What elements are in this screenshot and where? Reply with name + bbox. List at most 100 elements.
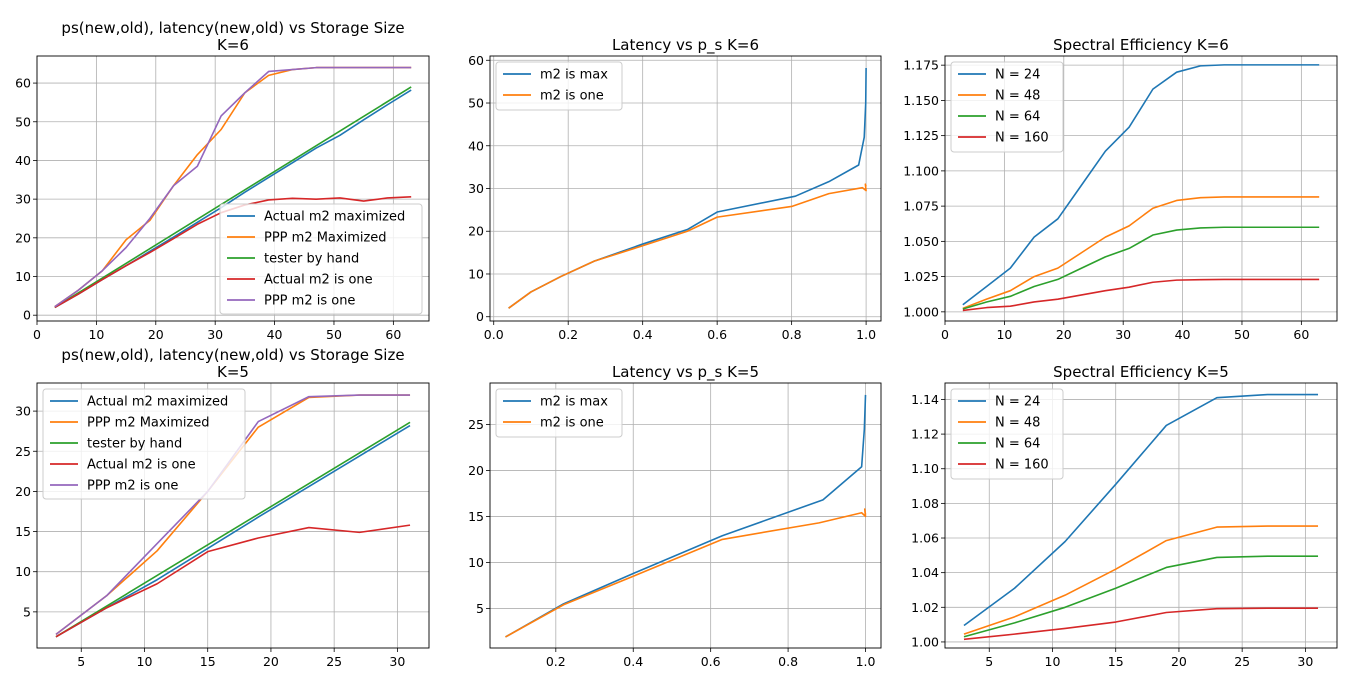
legend-box — [950, 388, 1064, 480]
x-tick-label: 20 — [1171, 654, 1187, 669]
y-tick-label: 25 — [468, 417, 484, 432]
y-tick-label: 60 — [468, 53, 484, 68]
x-tick-label: 0.6 — [707, 327, 727, 342]
legend: N = 24 N = 48 N = 64 N = 160 — [950, 388, 1064, 480]
y-tick-label: 10 — [468, 555, 484, 570]
x-tick-label: 0 — [33, 327, 41, 342]
chart-3: 0 10 20 30 40 50 60 1.000 1.025 1.050 1.075 1.100 1.… — [903, 36, 1338, 342]
y-tick-label: 60 — [15, 76, 31, 91]
y-tick-label: 1.125 — [903, 128, 939, 143]
series-line-2 — [963, 525, 1319, 635]
y-tick-label: 10 — [468, 266, 484, 281]
y-tick-label: 50 — [468, 96, 484, 111]
axes-frame — [489, 382, 882, 649]
y-tick-label: 0 — [476, 309, 484, 324]
x-tick-label: 15 — [200, 654, 216, 669]
legend-label: Actual m2 maximized — [87, 395, 228, 410]
x-tick-label: 0.8 — [778, 654, 798, 669]
y-tick-label: 30 — [15, 404, 31, 419]
y-tick-label: 20 — [468, 224, 484, 239]
series-line-4 — [963, 607, 1319, 641]
x-tick-label: 5 — [77, 654, 85, 669]
legend-box — [42, 388, 246, 500]
y-tick-label: 50 — [15, 114, 31, 129]
y-tick-label: 1.08 — [911, 496, 939, 511]
series-line-4 — [55, 524, 411, 638]
legend-label: PPP m2 Maximized — [264, 231, 387, 246]
x-tick-label: 10 — [996, 327, 1012, 342]
legend-label: tester by hand — [264, 252, 359, 267]
x-tick-label: 10 — [137, 654, 153, 669]
y-tick-label: 20 — [468, 463, 484, 478]
legend-label: N = 48 — [995, 89, 1040, 104]
legend-label: Actual m2 is one — [87, 458, 196, 473]
y-tick-label: 30 — [15, 192, 31, 207]
axes-frame — [944, 55, 1338, 322]
x-tick-label: 0.0 — [484, 327, 504, 342]
y-tick-label: 40 — [15, 153, 31, 168]
legend: Actual m2 maximized PPP m2 Maximized teste… — [42, 388, 246, 500]
series-line-4 — [962, 278, 1320, 312]
legend: m2 is max m2 is one — [495, 61, 623, 111]
x-tick-label: 25 — [1234, 654, 1250, 669]
y-tick-label: 1.075 — [903, 199, 939, 214]
legend-label: m2 is max — [540, 68, 608, 83]
series-line-2 — [505, 508, 867, 638]
legend-label: N = 64 — [995, 110, 1040, 125]
x-tick-label: 1.0 — [856, 654, 876, 669]
x-tick-label: 25 — [326, 654, 342, 669]
legend-label: PPP m2 is one — [87, 479, 178, 494]
y-tick-label: 20 — [15, 230, 31, 245]
legend-label: PPP m2 is one — [264, 294, 355, 309]
x-tick-label: 0.4 — [623, 654, 643, 669]
x-tick-label: 30 — [389, 654, 405, 669]
y-tick-label: 25 — [15, 444, 31, 459]
legend-box — [219, 203, 423, 315]
y-tick-label: 10 — [15, 269, 31, 284]
y-tick-label: 15 — [468, 509, 484, 524]
chart-title: ps(new,old), latency(new,old) vs Storage… — [61, 346, 404, 381]
x-tick-label: 40 — [267, 327, 283, 342]
x-tick-label: 60 — [385, 327, 401, 342]
x-tick-label: 0.2 — [558, 327, 578, 342]
x-tick-label: 20 — [263, 654, 279, 669]
legend: m2 is max m2 is one — [495, 388, 623, 438]
y-tick-label: 1.175 — [903, 58, 939, 73]
y-tick-label: 10 — [15, 564, 31, 579]
y-tick-label: 0 — [23, 308, 31, 323]
x-tick-label: 0 — [941, 327, 949, 342]
legend-label: N = 64 — [995, 437, 1040, 452]
legend-label: m2 is one — [540, 89, 604, 104]
series-line-3 — [963, 555, 1319, 638]
legend-label: Actual m2 is one — [264, 273, 373, 288]
x-tick-label: 0.8 — [782, 327, 802, 342]
series-line-1 — [505, 394, 867, 638]
legend-label: Actual m2 maximized — [264, 210, 405, 225]
series-line-2 — [508, 183, 867, 309]
y-tick-label: 1.000 — [903, 304, 939, 319]
y-tick-label: 1.100 — [903, 163, 939, 178]
series-line-1 — [963, 393, 1319, 627]
series-line-2 — [962, 196, 1320, 310]
y-tick-label: 30 — [468, 181, 484, 196]
y-tick-label: 5 — [476, 601, 484, 616]
x-tick-label: 30 — [207, 327, 223, 342]
chart-title: ps(new,old), latency(new,old) vs Storage… — [61, 19, 404, 54]
chart-title: Latency vs p_s K=6 — [612, 36, 759, 55]
y-tick-label: 1.14 — [911, 392, 939, 407]
legend-label: N = 160 — [995, 131, 1049, 146]
x-tick-label: 50 — [1234, 327, 1250, 342]
x-tick-label: 0.6 — [701, 654, 721, 669]
series-line-3 — [54, 86, 412, 309]
chart-1: 0 10 20 30 40 50 60 0 10 20 30 40 50 60 ps(new,old), l… — [15, 19, 430, 342]
y-tick-label: 15 — [15, 524, 31, 539]
x-tick-label: 10 — [1045, 654, 1061, 669]
axes-frame — [36, 55, 430, 322]
x-tick-label: 30 — [1297, 654, 1313, 669]
legend-label: tester by hand — [87, 437, 182, 452]
y-tick-label: 1.00 — [911, 634, 939, 649]
x-tick-label: 1.0 — [856, 327, 876, 342]
legend-box — [950, 61, 1064, 153]
